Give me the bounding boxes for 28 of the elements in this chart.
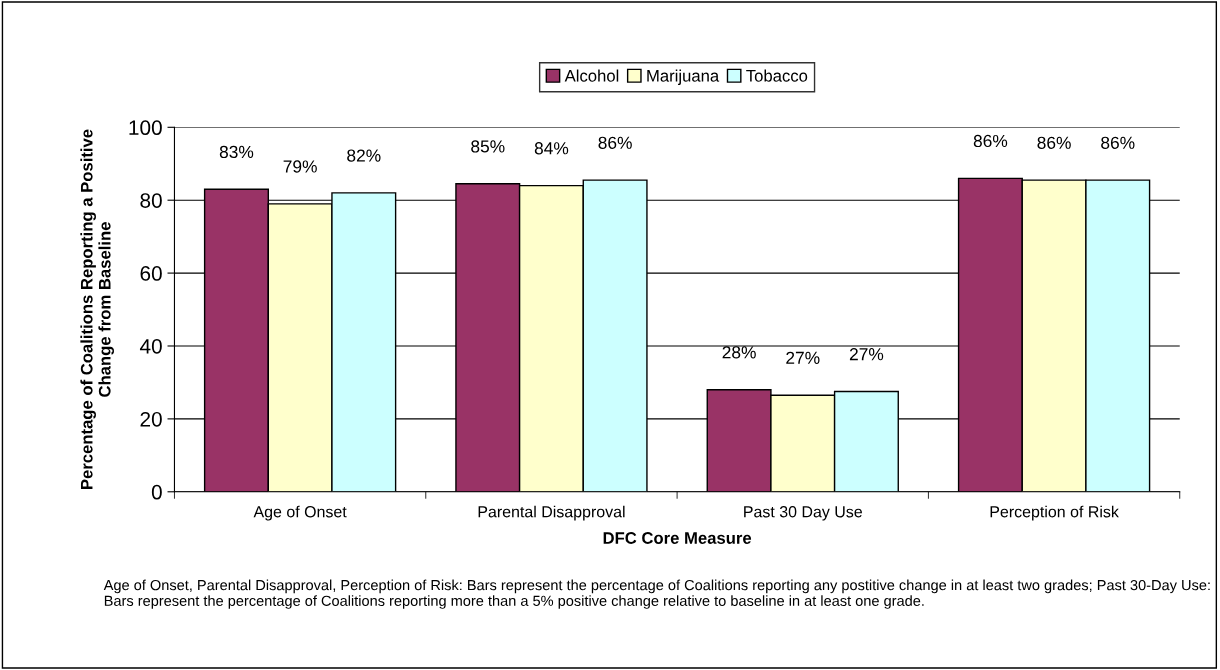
data-label: 28% (722, 346, 756, 359)
data-label: 82% (347, 149, 381, 162)
x-tick-label: Perception of Risk (990, 505, 1119, 521)
y-tick-label: 100 (129, 120, 162, 136)
legend-label: Tobacco (746, 69, 808, 82)
y-tick-label: 20 (140, 411, 162, 427)
text: Age of Onset, Parental Disapproval, Perception of Risk: Bars represent the percentage of Coalitions reporting any postitive change in at least two grades; Past 30-Day Use: Bars represent the percentage of Coalitions reporting more than a 5% positive change relative to baseline in at least one grade. (103, 579, 1210, 609)
data-label: 79% (283, 160, 317, 173)
data-label: 86% (973, 134, 1008, 148)
y-axis-title: Percentage of Coalitions Reporting a Positive Change from Baseline (80, 129, 115, 489)
data-label: 84% (534, 142, 569, 155)
data-label: 86% (1037, 136, 1071, 149)
x-tick-label: Past 30 Day Use (744, 506, 862, 521)
y-tick-label: 60 (140, 266, 162, 281)
data-label: 85% (471, 140, 505, 153)
x-axis-title: DFC Core Measure (603, 532, 752, 544)
data-label: 86% (1101, 136, 1135, 149)
data-label: 27% (849, 348, 884, 361)
x-tick-label: Parental Disapproval (478, 505, 625, 521)
legend-label: Alcohol (564, 69, 619, 82)
x-tick-label: Age of Onset (253, 505, 347, 521)
y-tick-label: 0 (151, 484, 162, 500)
y-tick-label: 40 (139, 338, 162, 354)
legend-label: Marijuana (647, 69, 720, 86)
data-label: 83% (219, 145, 254, 159)
y-tick-label: 80 (140, 193, 162, 208)
data-label: 27% (786, 351, 820, 364)
data-label: 86% (598, 136, 632, 149)
